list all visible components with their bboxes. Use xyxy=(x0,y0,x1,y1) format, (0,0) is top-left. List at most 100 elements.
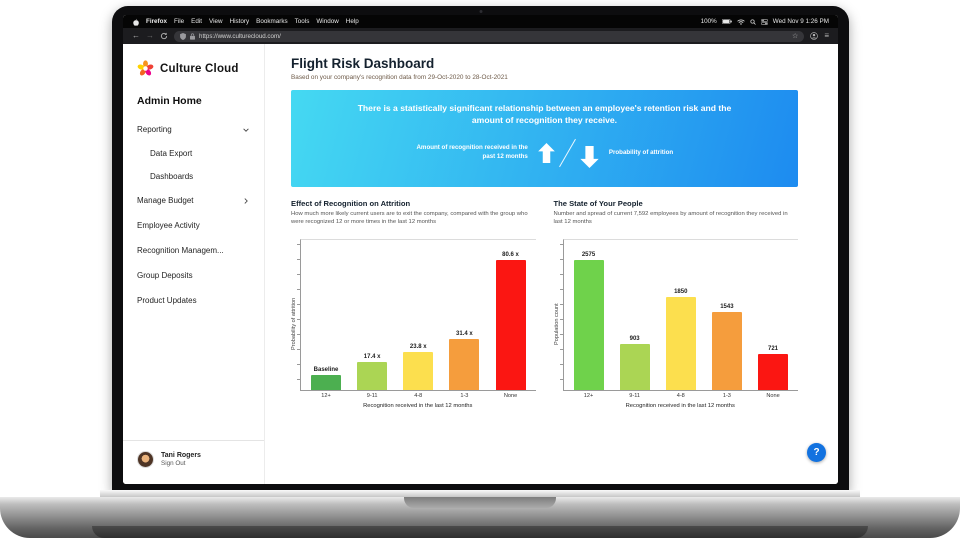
sidebar-item-label: Product Updates xyxy=(137,296,197,305)
menubar-item-edit[interactable]: Edit xyxy=(191,18,203,25)
menubar-item-tools[interactable]: Tools xyxy=(294,18,310,25)
insight-banner: There is a statistically significant rel… xyxy=(291,90,798,187)
shield-icon[interactable] xyxy=(180,32,186,40)
browser-toolbar: ← → https://www.culturecloud.com/ ☆ xyxy=(123,28,838,44)
bar xyxy=(665,297,696,390)
account-icon[interactable] xyxy=(810,32,819,40)
user-row: Tani Rogers Sign Out xyxy=(123,440,264,484)
bar xyxy=(495,260,526,390)
battery-percent: 100% xyxy=(700,18,717,25)
bar-value-label: 1543 xyxy=(720,304,734,310)
banner-diagram: Amount of recognition received in the pa… xyxy=(291,126,798,187)
bar xyxy=(573,260,604,390)
bar-value-label: 1850 xyxy=(674,289,688,295)
sidebar-item-product-updates[interactable]: Product Updates xyxy=(123,288,264,313)
address-bar[interactable]: https://www.culturecloud.com/ ☆ xyxy=(174,30,805,42)
sidebar-item-employee-activity[interactable]: Employee Activity xyxy=(123,213,264,238)
bar-value-label: 80.6 x xyxy=(502,252,519,258)
logo[interactable]: Culture Cloud xyxy=(123,56,264,85)
apple-icon[interactable] xyxy=(132,18,139,26)
sidebar-item-label: Reporting xyxy=(137,125,172,134)
menubar-status: 100% Wed Nov 9 1:26 PM xyxy=(701,18,829,25)
laptop-screen: Firefox File Edit View History Bookmarks Tools… xyxy=(112,6,849,491)
arrow-down-icon xyxy=(580,145,599,168)
bar-value-label: 903 xyxy=(629,336,640,342)
bar-group-4-8: 23.8 x xyxy=(403,344,434,390)
plot-area: 2575 903 1850 1543 721 xyxy=(559,239,798,391)
search-icon[interactable] xyxy=(750,18,756,25)
sidebar-item-recognition-managem[interactable]: Recognition Managem... xyxy=(123,238,264,263)
x-axis-label: Recognition received in the last 12 mont… xyxy=(625,403,735,409)
control-center-icon[interactable] xyxy=(760,18,768,25)
chevron-down-icon xyxy=(243,127,249,132)
chart-subtitle: How much more likely current users are t… xyxy=(291,211,528,225)
laptop-base-shadow xyxy=(92,526,868,538)
help-button[interactable]: ? xyxy=(807,443,826,462)
refresh-button[interactable] xyxy=(160,32,168,40)
x-tick-label: 12+ xyxy=(583,393,594,399)
x-axis-ticks: 12+ 9-11 4-8 1-3 None xyxy=(564,393,799,399)
bar-value-label: 2575 xyxy=(581,252,596,258)
bar-group-1-3: 1543 xyxy=(711,304,742,390)
menubar-item-bookmarks[interactable]: Bookmarks xyxy=(256,18,288,25)
menubar-clock[interactable]: Wed Nov 9 1:26 PM xyxy=(772,18,829,25)
sidebar-item-reporting[interactable]: Reporting xyxy=(123,117,264,142)
sidebar-item-label: Dashboards xyxy=(150,172,194,181)
menubar-item-file[interactable]: File xyxy=(174,18,185,25)
bar xyxy=(403,352,434,390)
menubar-item-window[interactable]: Window xyxy=(316,18,339,25)
bar-group-9-11: 17.4 x xyxy=(357,354,388,390)
webcam-icon xyxy=(479,10,482,13)
charts-row: Effect of Recognition on Attrition How m… xyxy=(291,199,798,409)
sidebar: Culture Cloud Admin Home Reporting Data E… xyxy=(123,44,265,484)
chart-title: The State of Your People xyxy=(553,199,643,208)
bar-group-4-8: 1850 xyxy=(665,289,696,390)
sidebar-item-label: Employee Activity xyxy=(137,221,200,230)
sidebar-item-manage-budget[interactable]: Manage Budget xyxy=(123,188,264,213)
x-tick-label: 9-11 xyxy=(629,393,641,399)
sign-out-link[interactable]: Sign Out xyxy=(161,460,186,467)
chevron-right-icon xyxy=(244,197,248,204)
menubar-item-help[interactable]: Help xyxy=(345,18,359,25)
sidebar-item-admin-home[interactable]: Admin Home xyxy=(137,95,202,107)
sidebar-item-data-export[interactable]: Data Export xyxy=(123,142,264,165)
bookmark-star-icon[interactable]: ☆ xyxy=(792,33,799,40)
banner-left-label: Amount of recognition received in the pa… xyxy=(416,144,528,160)
menubar-item-view[interactable]: View xyxy=(209,18,223,25)
menubar-items: Firefox File Edit View History Bookmarks Tools… xyxy=(146,18,359,25)
chart-subtitle: Number and spread of current 7,592 emplo… xyxy=(553,211,788,225)
bar xyxy=(449,339,480,390)
chart-state-of-your-people: The State of Your People Number and spre… xyxy=(553,199,799,409)
menu-button[interactable]: ≡ xyxy=(824,31,829,40)
bar-value-label: 23.8 x xyxy=(409,344,427,350)
back-button[interactable]: ← xyxy=(132,31,140,40)
page-title: Flight Risk Dashboard xyxy=(291,56,435,71)
x-tick-label: 4-8 xyxy=(414,393,423,399)
bar xyxy=(758,354,788,390)
wifi-icon[interactable] xyxy=(736,18,745,25)
avatar[interactable] xyxy=(137,451,154,468)
bar-group-12+: Baseline xyxy=(311,367,341,390)
forward-button[interactable]: → xyxy=(146,31,154,40)
x-tick-label: 9-11 xyxy=(366,393,378,399)
bar-group-1-3: 31.4 x xyxy=(449,331,480,390)
sidebar-item-dashboards[interactable]: Dashboards xyxy=(123,165,264,188)
bar-group-none: 80.6 x xyxy=(495,252,526,390)
menubar-item-history[interactable]: History xyxy=(229,18,250,25)
bar xyxy=(619,344,650,390)
sidebar-item-label: Group Deposits xyxy=(137,271,193,280)
url-text: https://www.culturecloud.com/ xyxy=(199,32,281,40)
sidebar-item-group-deposits[interactable]: Group Deposits xyxy=(123,263,264,288)
arrow-up-icon xyxy=(538,142,555,163)
x-tick-label: None xyxy=(503,393,518,399)
bar xyxy=(711,312,742,390)
bar-value-label: 17.4 x xyxy=(363,354,381,360)
culture-cloud-logo-icon xyxy=(137,60,154,76)
bar-group-none: 721 xyxy=(758,346,788,390)
menubar-item-firefox[interactable]: Firefox xyxy=(146,18,167,25)
bar xyxy=(311,375,341,390)
main-content: Flight Risk Dashboard Based on your comp… xyxy=(265,44,838,484)
x-tick-label: 12+ xyxy=(321,393,331,399)
bar-value-label: 721 xyxy=(767,346,778,352)
